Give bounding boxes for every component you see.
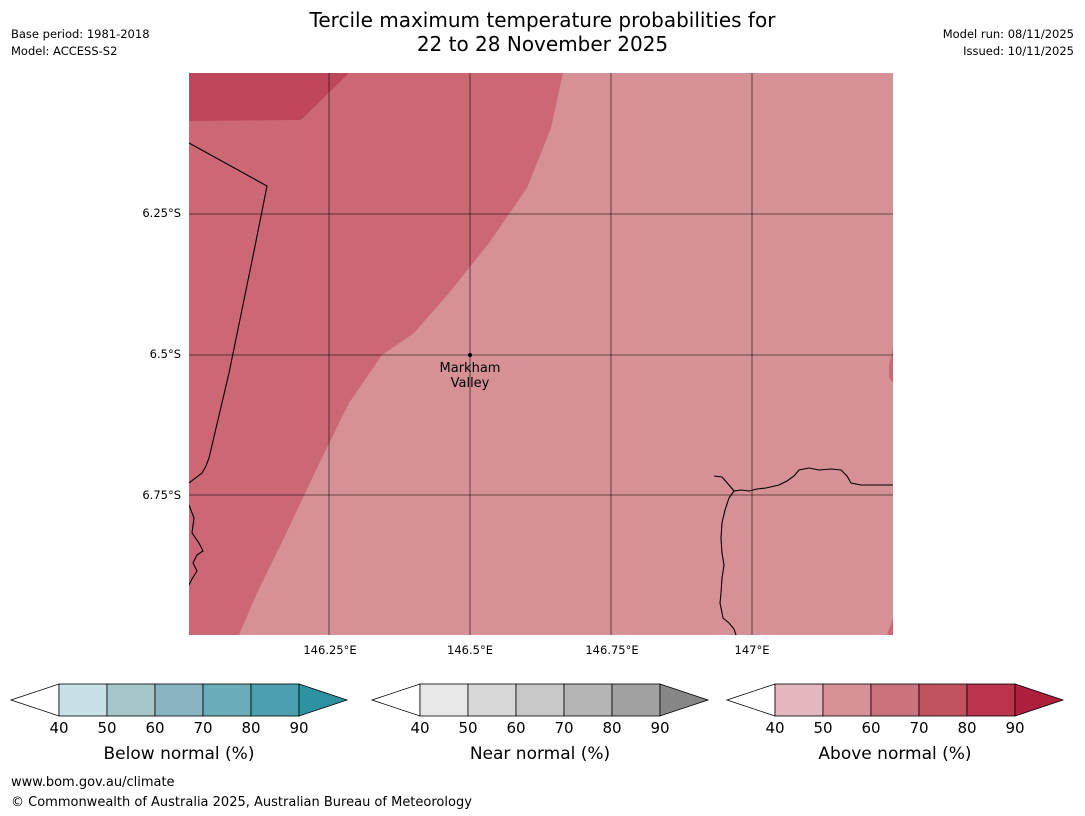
legend-swatch [918, 683, 968, 717]
legend-tick-label: 40 [410, 719, 430, 737]
legend-tick-label: 80 [602, 719, 622, 737]
lat-label-6-75s: 6.75°S [142, 488, 181, 502]
grid-lines [189, 73, 893, 635]
footer-copyright: © Commonwealth of Australia 2025, Austra… [11, 795, 472, 810]
legend-swatch [250, 683, 300, 717]
markham-valley-marker[interactable] [468, 353, 472, 357]
map-title: Tercile maximum temperature probabilitie… [0, 8, 1085, 56]
legend-below-normal: 40 50 60 70 80 90 Below normal (%) [9, 683, 349, 764]
place-label-line-2: Valley [450, 376, 490, 391]
legend-colorbar [725, 683, 1065, 717]
legend-extend-high [298, 683, 349, 717]
legend-title: Above normal (%) [818, 744, 972, 764]
place-label-line-1: Markham [439, 361, 501, 376]
legend-swatch [419, 683, 469, 717]
legend-swatch [106, 683, 156, 717]
coastline-east [713, 467, 893, 492]
legend-tick-label: 70 [909, 719, 929, 737]
lon-label-146-25e: 146.25°E [303, 643, 357, 657]
legend-extend-low [725, 683, 776, 717]
issued-text: Issued: 10/11/2025 [963, 44, 1074, 58]
legend-tick-label: 90 [1005, 719, 1025, 737]
legend-tick-label: 40 [765, 719, 785, 737]
legend-swatch [870, 683, 920, 717]
legend-title: Near normal (%) [469, 744, 611, 764]
title-line-2: 22 to 28 November 2025 [416, 32, 669, 56]
metadata-right: Model run: 08/11/2025 Issued: 10/11/2025 [943, 26, 1074, 60]
legend-swatch [515, 683, 565, 717]
legend-tick-label: 60 [506, 719, 526, 737]
legend-tick-label: 90 [650, 719, 670, 737]
legend-colorbar [370, 683, 710, 717]
model-text: Model: ACCESS-S2 [11, 44, 118, 58]
legend-swatch [822, 683, 872, 717]
region-above-80-90 [189, 73, 349, 121]
legend-tick-label: 80 [957, 719, 977, 737]
legend-near-normal: 40 50 60 70 80 90 Near normal (%) [370, 683, 710, 764]
region-above-60-70 [189, 73, 563, 635]
lon-label-146-75e: 146.75°E [585, 643, 639, 657]
map-area[interactable] [189, 73, 893, 635]
map-canvas [189, 73, 893, 635]
coastline-west [189, 504, 204, 586]
legend-title: Below normal (%) [103, 744, 255, 764]
region-above-60-70-edge [887, 348, 893, 635]
legend-tick-label: 90 [289, 719, 309, 737]
legend-tick-label: 50 [97, 719, 117, 737]
legend-tick-label: 60 [145, 719, 165, 737]
legend-tick-label: 40 [49, 719, 69, 737]
legend-extend-low [370, 683, 421, 717]
lon-label-147e: 147°E [734, 643, 770, 657]
lon-label-146-5e: 146.5°E [447, 643, 493, 657]
legend-swatch [202, 683, 252, 717]
legend-swatch [154, 683, 204, 717]
model-run-text: Model run: 08/11/2025 [942, 27, 1074, 41]
province-border [189, 142, 268, 484]
legend-tick-label: 60 [861, 719, 881, 737]
legend-swatch [563, 683, 613, 717]
legend-tick-label: 50 [458, 719, 478, 737]
lat-label-6-25s: 6.25°S [142, 206, 181, 220]
legend-tick-label: 70 [554, 719, 574, 737]
legend-colorbar [9, 683, 349, 717]
boundary-lines [189, 142, 893, 635]
lat-label-6-5s: 6.5°S [149, 347, 181, 361]
legend-extend-low [9, 683, 60, 717]
base-period-text: Base period: 1981-2018 [11, 27, 150, 41]
legend-swatch [966, 683, 1016, 717]
legend-extend-high [1014, 683, 1065, 717]
legend-above-normal: 40 50 60 70 80 90 Above normal (%) [725, 683, 1065, 764]
legend-tick-label: 50 [813, 719, 833, 737]
metadata-left: Base period: 1981-2018 Model: ACCESS-S2 [11, 26, 150, 60]
legend-swatch [774, 683, 824, 717]
legend-extend-high [659, 683, 710, 717]
legend-tick-label: 80 [241, 719, 261, 737]
legend-tick-label: 70 [193, 719, 213, 737]
legend-swatch [611, 683, 661, 717]
title-line-1: Tercile maximum temperature probabilitie… [309, 8, 776, 32]
coastline-bay [719, 490, 737, 635]
footer-website[interactable]: www.bom.gov.au/climate [11, 775, 175, 790]
place-label-markham-valley: Markham Valley [420, 361, 520, 391]
legend-swatch [58, 683, 108, 717]
legend-swatch [467, 683, 517, 717]
